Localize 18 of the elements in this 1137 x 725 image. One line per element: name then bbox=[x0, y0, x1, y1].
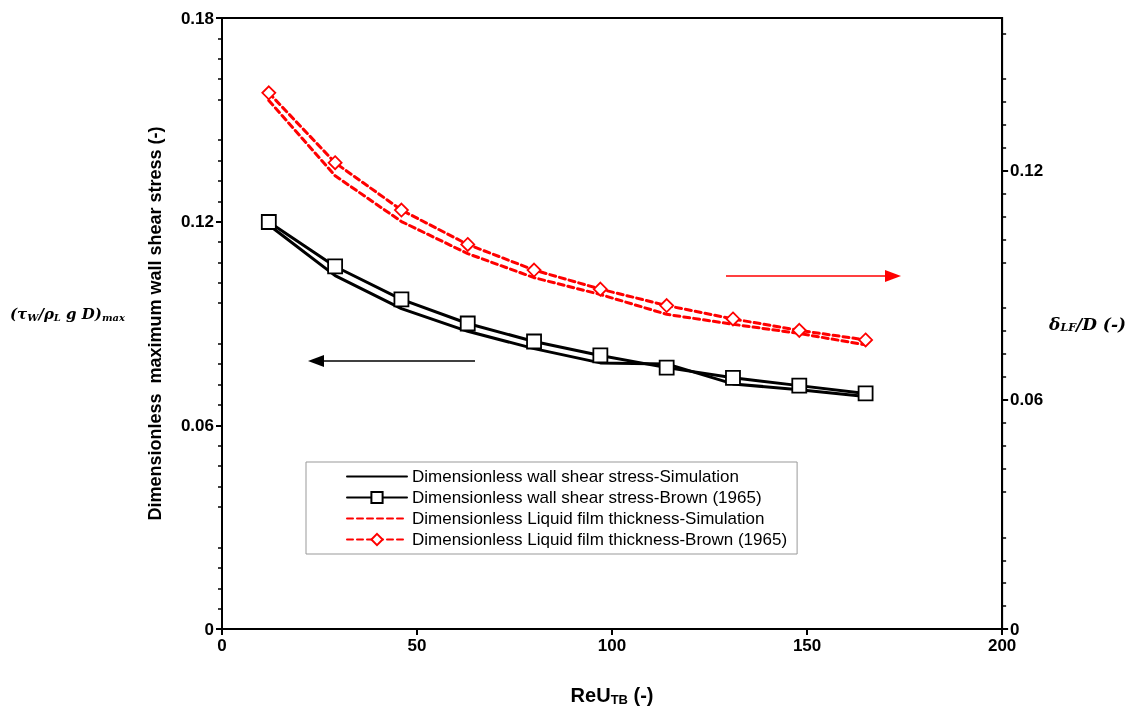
y2-tick-label: 0 bbox=[1010, 619, 1020, 639]
legend-label: Dimensionless Liquid film thickness-Brown (1965) bbox=[412, 530, 788, 549]
text: (τW/ρL g D)max bbox=[10, 304, 126, 323]
x-tick-label: 200 bbox=[987, 636, 1017, 655]
x-tick-label: 50 bbox=[407, 636, 427, 655]
y-tick-label: 0 bbox=[204, 619, 214, 639]
x-tick-label: 150 bbox=[792, 636, 822, 655]
legend-label: Dimensionless wall shear stress-Simulation bbox=[412, 467, 739, 486]
legend-label: Dimensionless Liquid film thickness-Simulation bbox=[412, 509, 765, 528]
y-tick-label: 0.06 bbox=[180, 415, 214, 435]
y-tick-label: 0.18 bbox=[180, 8, 214, 28]
y2-tick-label: 0.12 bbox=[1010, 161, 1044, 181]
x-tick-label: 0 bbox=[217, 636, 227, 655]
y-tick-label: 0.12 bbox=[180, 212, 214, 232]
legend-label: Dimensionless wall shear stress-Brown (1965) bbox=[412, 488, 762, 507]
y-axis-title: Dimensionless maximum wall shear stress (-) bbox=[145, 126, 165, 521]
y2-tick-label: 0.06 bbox=[1010, 390, 1044, 410]
x-tick-label: 100 bbox=[597, 636, 627, 655]
